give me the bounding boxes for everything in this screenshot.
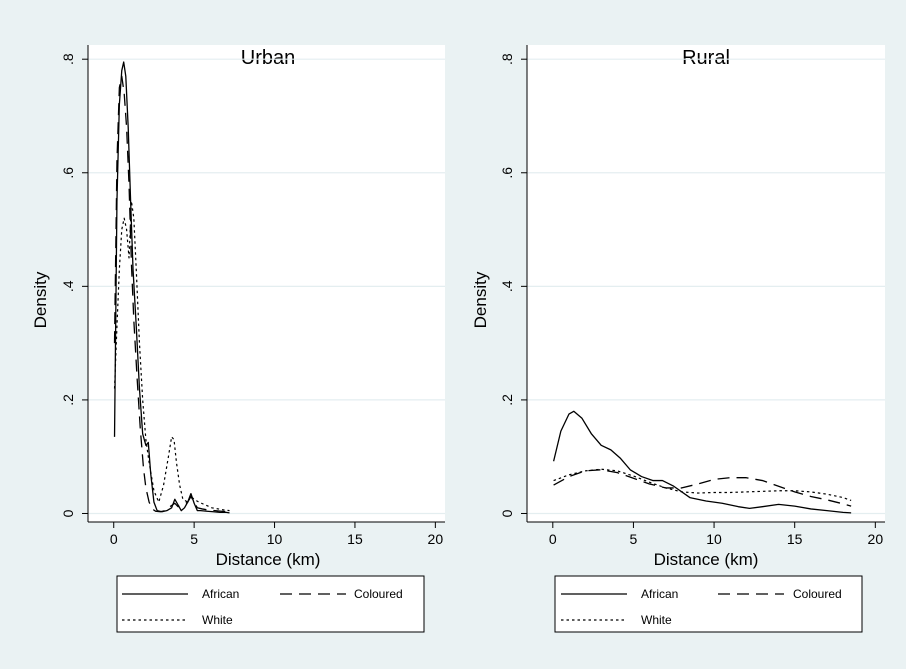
urban-legend-label-african: African <box>202 587 239 601</box>
rural-y-tick-label: .6 <box>499 167 515 179</box>
urban-y-tick-label: .6 <box>60 167 76 179</box>
urban-x-tick-label: 5 <box>190 531 198 547</box>
rural-y-axis-title: Density <box>471 271 490 328</box>
urban-legend: African Coloured White <box>116 575 425 633</box>
urban-gridlines <box>88 58 445 515</box>
urban-series-lines <box>113 61 230 514</box>
urban-y-tick-label: .2 <box>60 394 76 406</box>
urban-y-tick-label: .4 <box>60 280 76 292</box>
urban-x-tick-label: 10 <box>267 531 283 547</box>
rural-y-tick-label: 0 <box>499 509 515 517</box>
urban-panel: Urban 0 5 10 15 20 0 .2 .4 .6 .8 Distance (km) De… <box>31 45 445 633</box>
rural-panel-title: Rural <box>682 47 730 69</box>
urban-plot-area <box>88 45 445 522</box>
urban-legend-label-white: White <box>202 613 233 627</box>
rural-x-tick-label: 20 <box>868 531 884 547</box>
urban-x-tick-label: 20 <box>428 531 444 547</box>
rural-series-coloured <box>553 469 852 507</box>
urban-x-axis-title: Distance (km) <box>216 550 321 569</box>
rural-y-tick-label: .4 <box>499 280 515 292</box>
urban-x-tick-label: 0 <box>110 531 118 547</box>
urban-tick-labels: 0 5 10 15 20 0 .2 .4 .6 .8 <box>60 53 443 547</box>
rural-x-tick-label: 10 <box>706 531 722 547</box>
rural-plot-area <box>527 45 885 522</box>
urban-y-tick-label: 0 <box>60 509 76 517</box>
rural-legend: African Coloured White <box>554 575 863 633</box>
rural-legend-box <box>554 575 863 633</box>
rural-y-tick-label: .2 <box>499 394 515 406</box>
urban-panel-title: Urban <box>241 47 295 69</box>
rural-tick-labels: 0 5 10 15 20 0 .2 .4 .6 .8 <box>499 53 883 547</box>
rural-series-african <box>552 410 852 514</box>
rural-x-axis-title: Distance (km) <box>654 550 759 569</box>
rural-legend-label-white: White <box>641 613 672 627</box>
rural-x-tick-label: 15 <box>787 531 803 547</box>
rural-legend-label-coloured: Coloured <box>793 587 842 601</box>
urban-x-tick-label: 15 <box>347 531 363 547</box>
urban-series-coloured <box>113 75 228 513</box>
urban-legend-box <box>116 575 425 633</box>
rural-x-tick-label: 5 <box>630 531 638 547</box>
rural-x-tick-label: 0 <box>549 531 557 547</box>
rural-gridlines <box>527 58 885 515</box>
rural-legend-label-african: African <box>641 587 678 601</box>
urban-y-axis-title: Density <box>31 271 50 328</box>
urban-series-white <box>113 200 230 512</box>
urban-legend-label-coloured: Coloured <box>354 587 403 601</box>
rural-axes <box>521 45 885 528</box>
rural-series-white <box>553 468 852 501</box>
rural-panel: Rural 0 5 10 15 20 0 .2 .4 .6 .8 Distance (km) De… <box>471 45 885 633</box>
rural-y-tick-label: .8 <box>499 53 515 65</box>
urban-y-tick-label: .8 <box>60 53 76 65</box>
urban-axes <box>82 45 445 528</box>
rural-series-lines <box>552 410 852 514</box>
